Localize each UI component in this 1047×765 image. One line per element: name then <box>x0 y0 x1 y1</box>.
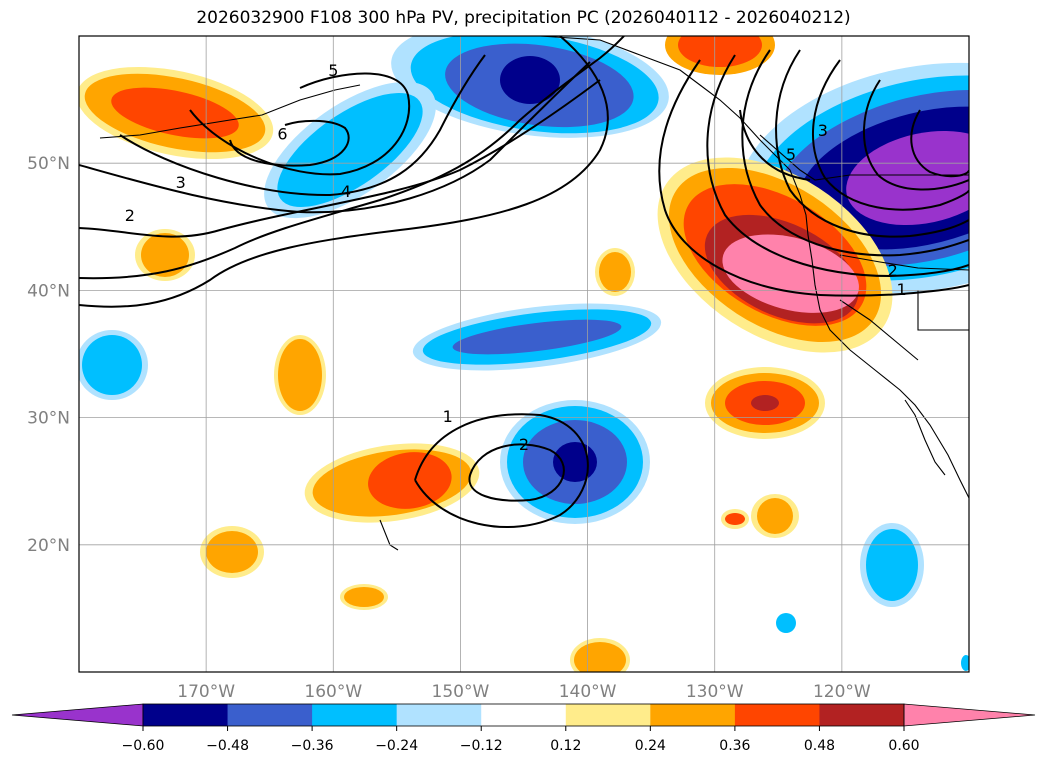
colorbar-segment <box>565 704 651 726</box>
coastline-hawaii <box>379 519 399 551</box>
pv-contour-6-east <box>862 79 969 191</box>
colorbar-segment <box>396 704 482 726</box>
pv-contour-label: 3 <box>818 121 828 140</box>
pv-contour-label: 1 <box>443 407 453 426</box>
precip-blob-neg-central <box>452 319 622 355</box>
pv-contour-label: 6 <box>277 125 287 144</box>
precip-blob-pos-northwest <box>111 87 239 139</box>
colorbar-frame <box>142 703 905 727</box>
pv-contour-label: 2 <box>519 435 529 454</box>
precip-blob-pos-central-north <box>599 252 631 292</box>
colorbar-tick-label: 0.24 <box>635 738 666 754</box>
pv-contour-label: 3 <box>176 173 186 192</box>
precip-blob-pos-west <box>141 233 189 277</box>
precip-blob-neg-southeast <box>866 529 918 601</box>
pv-contour-5-west <box>189 72 411 176</box>
precip-blob-pos-tiny <box>725 513 745 525</box>
pv-contour-label: 5 <box>786 145 796 164</box>
precip-blob-pos-small-south <box>344 587 384 607</box>
colorbar-tick-label: −0.60 <box>122 738 165 754</box>
colorbar-tick-label: −0.12 <box>460 738 503 754</box>
lon-tick-label: 160°W <box>304 682 362 702</box>
precip-blob-pos-west-central <box>278 339 322 411</box>
colorbar-segment <box>734 704 820 726</box>
pv-contour-inner-east <box>739 109 811 181</box>
pv-contour-1-east <box>658 59 969 297</box>
pv-contour-1-outer <box>79 36 609 308</box>
lon-tick-label: 120°W <box>813 682 871 702</box>
pv-contour-label: 5 <box>328 61 338 80</box>
lat-tick-label: 30°N <box>27 409 70 429</box>
pv-contour-1-west <box>79 36 625 280</box>
lat-tick-label: 40°N <box>27 281 70 301</box>
precip-blob-pos-northeast <box>722 234 859 313</box>
coastline-aleutians <box>99 84 361 139</box>
colorbar-tick-label: −0.24 <box>375 738 418 754</box>
colorbar-segment <box>143 704 229 726</box>
lon-tick-label: 150°W <box>432 682 490 702</box>
colorbar-tick-label: 0.36 <box>719 738 750 754</box>
pv-contour-label: 4 <box>341 182 351 201</box>
lon-tick-label: 140°W <box>559 682 617 702</box>
precip-blob-pos-east-central <box>751 395 779 411</box>
lon-tick-label: 170°W <box>177 682 235 702</box>
pv-contour-4-east <box>775 49 969 238</box>
precip-blob-pos-bottom <box>574 642 626 672</box>
coastline-north-america <box>539 36 969 499</box>
lat-tick-label: 20°N <box>27 536 70 556</box>
coastline-baja-california <box>904 399 946 476</box>
pv-contour-7-east <box>910 109 969 178</box>
colorbar-tick-label: 0.48 <box>804 738 835 754</box>
pv-contour-1-subtropical <box>414 413 589 528</box>
pv-contour-5-east <box>812 59 969 211</box>
pv-contour-label: 1 <box>897 280 907 299</box>
lon-tick-label: 130°W <box>686 682 744 702</box>
precip-blob-neg-northeast <box>846 130 969 226</box>
border-canada-us <box>759 134 969 181</box>
colorbar-tick-label: 0.60 <box>888 738 919 754</box>
colorbar-segment <box>312 704 398 726</box>
plot-frame <box>78 35 970 673</box>
lat-tick-label: 50°N <box>27 154 70 174</box>
colorbar-tick-label: 0.12 <box>550 738 581 754</box>
precip-blob-neg-small <box>776 613 796 633</box>
precip-blob-pos-southeast <box>757 498 793 534</box>
precip-blob-pos-north <box>678 36 762 67</box>
precip-blob-neg-west <box>82 335 142 395</box>
pv-contour-2-west <box>79 79 601 238</box>
colorbar-segment <box>650 704 736 726</box>
colorbar-tick-label: −0.48 <box>206 738 249 754</box>
precip-blob-neg-edge <box>961 655 969 671</box>
pv-contour-6-west <box>229 119 350 167</box>
border-oregon <box>839 254 969 271</box>
colorbar-extend-low <box>11 703 144 727</box>
precip-blob-pos-subtropical <box>368 452 452 509</box>
pv-contour-label: 2 <box>888 261 898 280</box>
colorbar-segment <box>227 704 313 726</box>
precip-blob-neg-north-west <box>277 93 423 207</box>
pv-contour-4-west <box>119 54 486 197</box>
precip-blob-pos-southwest <box>206 531 258 573</box>
colorbar-segment <box>819 704 905 726</box>
precip-blob-neg-subtropical <box>553 442 597 482</box>
border-state-east <box>917 290 969 331</box>
precip-blob-neg-north <box>500 56 560 104</box>
chart-title: 2026032900 F108 300 hPa PV, precipitatio… <box>196 8 851 28</box>
pv-contour-label: 2 <box>125 206 135 225</box>
colorbar-segment <box>481 704 567 726</box>
pv-contour-3-west <box>79 61 591 214</box>
pv-contour-2-east <box>706 54 969 278</box>
colorbar-extend-high <box>903 703 1036 727</box>
colorbar-tick-label: −0.36 <box>291 738 334 754</box>
pv-contour-2-subtropical <box>468 443 565 502</box>
border-california <box>839 299 919 361</box>
pv-contour-3-east <box>741 49 969 257</box>
